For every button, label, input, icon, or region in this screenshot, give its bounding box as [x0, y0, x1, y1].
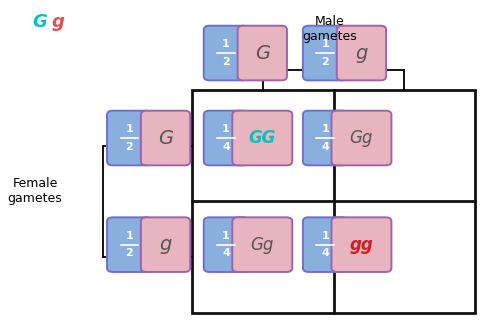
FancyBboxPatch shape	[232, 111, 292, 165]
Text: 1: 1	[222, 124, 230, 134]
FancyBboxPatch shape	[204, 111, 248, 165]
FancyBboxPatch shape	[331, 217, 391, 272]
FancyBboxPatch shape	[204, 26, 248, 80]
FancyBboxPatch shape	[232, 217, 292, 272]
Text: g: g	[160, 235, 172, 254]
Text: G: G	[158, 128, 173, 148]
Text: gg: gg	[350, 236, 373, 254]
FancyBboxPatch shape	[204, 217, 248, 272]
Text: 1: 1	[125, 231, 133, 241]
FancyBboxPatch shape	[303, 217, 348, 272]
FancyBboxPatch shape	[303, 111, 348, 165]
Text: 2: 2	[321, 57, 329, 67]
FancyBboxPatch shape	[141, 111, 190, 165]
FancyBboxPatch shape	[337, 26, 386, 80]
Text: 4: 4	[321, 142, 329, 152]
Bar	[192, 90, 475, 313]
Text: Gg: Gg	[250, 236, 274, 254]
Text: Gg: Gg	[350, 129, 373, 147]
Text: 1: 1	[321, 231, 329, 241]
Text: Male
gametes: Male gametes	[302, 15, 357, 43]
Text: 4: 4	[222, 248, 230, 258]
Text: 4: 4	[222, 142, 230, 152]
Text: g: g	[355, 44, 368, 62]
Text: GG: GG	[248, 129, 276, 147]
Text: g: g	[52, 13, 65, 31]
Text: 1: 1	[321, 39, 329, 49]
Text: 2: 2	[222, 57, 230, 67]
Text: G: G	[32, 13, 47, 31]
FancyBboxPatch shape	[238, 26, 287, 80]
FancyBboxPatch shape	[331, 111, 391, 165]
FancyBboxPatch shape	[107, 217, 152, 272]
Text: G: G	[255, 44, 270, 62]
FancyBboxPatch shape	[303, 26, 348, 80]
Text: 2: 2	[125, 248, 133, 258]
FancyBboxPatch shape	[107, 111, 152, 165]
Text: 1: 1	[222, 39, 230, 49]
Text: Female
gametes: Female gametes	[7, 177, 62, 205]
Text: 2: 2	[125, 142, 133, 152]
Text: 1: 1	[125, 124, 133, 134]
Text: 1: 1	[321, 124, 329, 134]
Text: 1: 1	[222, 231, 230, 241]
Text: 4: 4	[321, 248, 329, 258]
FancyBboxPatch shape	[141, 217, 190, 272]
